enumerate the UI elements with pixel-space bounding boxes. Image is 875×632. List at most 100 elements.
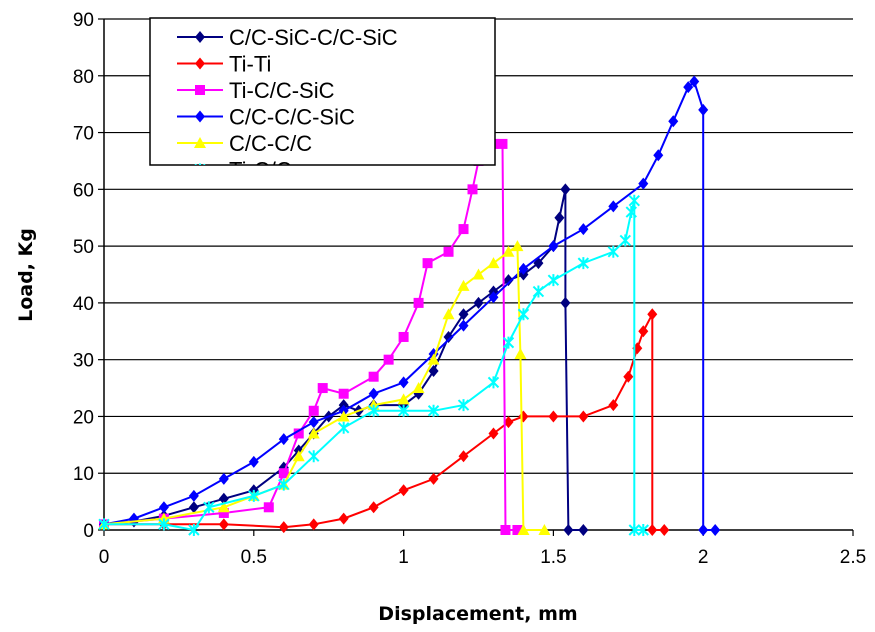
data-point [337,410,350,422]
y-tick-label: 90 [73,10,94,31]
legend-item: Ti-Ti [177,52,271,77]
y-tick-label: 60 [73,180,94,201]
data-point [195,31,205,43]
data-point [467,184,478,195]
data-point [293,428,304,439]
data-point [548,240,559,253]
legend-item: C/C-SiC-C/C-SiC [177,25,398,50]
data-point [248,455,259,468]
data-point [647,308,658,321]
data-point [472,268,485,280]
data-point [578,223,589,236]
legend-label: C/C-C/C [229,131,312,156]
x-tick-label: 2.5 [840,547,866,568]
data-point [554,211,565,224]
data-point [457,399,470,412]
x-tick-label: 2 [698,547,709,568]
data-point [278,521,289,534]
series-line [103,142,518,531]
legend-entries: C/C-SiC-C/C-SiCTi-TiTi-C/C-SiCC/C-C/C-Si… [177,25,398,183]
legend-label: Ti-C/C [229,158,292,183]
data-point [195,57,205,70]
data-point [98,518,110,531]
x-tick-label: 0.5 [241,547,267,568]
legend-label: Ti-Ti [229,52,271,77]
data-point [217,501,230,513]
data-point [458,224,469,235]
data-point [338,388,349,399]
data-point [503,274,514,287]
data-point [511,240,524,252]
data-point [292,450,305,462]
data-point [578,524,589,536]
legend: C/C-SiC-C/C-SiCTi-TiTi-C/C-SiCC/C-C/C-Si… [149,17,496,183]
data-point [368,371,379,382]
x-tick-label: 0 [99,547,110,568]
data-point [518,410,529,423]
data-point [398,484,409,497]
data-point [578,410,589,423]
series-1 [99,308,670,536]
data-point [560,183,571,196]
data-point [502,336,515,349]
data-point [563,524,574,536]
axes [98,18,854,536]
data-point [698,103,709,116]
data-point [218,518,229,531]
data-point [308,416,319,429]
legend-item: Ti-C/C-SiC [177,78,335,103]
data-point [383,354,394,365]
data-point [698,524,709,536]
data-point [637,524,649,536]
y-tick-label: 30 [73,351,94,372]
data-point [619,234,632,247]
data-point [337,421,350,434]
data-point [497,138,508,149]
data-point [608,399,619,412]
y-tick-label: 40 [73,294,94,315]
data-point [608,200,619,213]
data-point [710,524,721,536]
series-2 [99,138,523,535]
data-point [503,416,514,429]
data-point [413,297,424,308]
data-point [647,524,658,536]
data-point [488,291,499,304]
data-point [458,319,469,332]
data-point [683,81,694,94]
data-point [517,524,530,535]
data-point [367,404,380,417]
data-point [194,137,206,148]
data-point [457,279,470,291]
data-point [638,177,649,190]
data-point [473,296,484,309]
data-point [158,501,169,514]
data-point [668,115,679,128]
data-point [538,524,551,535]
data-point [188,524,200,536]
data-point [428,365,439,378]
y-tick-label: 50 [73,237,94,258]
data-point [158,518,170,531]
series-line [104,200,644,532]
data-point [308,450,320,463]
data-point [412,382,425,394]
data-point [500,525,511,535]
data-point [195,110,205,123]
data-point [188,501,199,514]
data-point [397,393,410,405]
data-point [638,325,649,338]
y-axis-title: Load, Kg [15,228,37,322]
data-point [368,501,379,514]
data-point [577,257,590,270]
data-point [218,507,229,518]
legend-box [149,17,496,166]
series-5 [98,194,649,536]
data-point [518,262,529,275]
data-point [502,245,515,257]
data-point [317,383,328,394]
series-line [104,313,665,531]
data-point [512,525,523,535]
data-point [487,257,500,269]
